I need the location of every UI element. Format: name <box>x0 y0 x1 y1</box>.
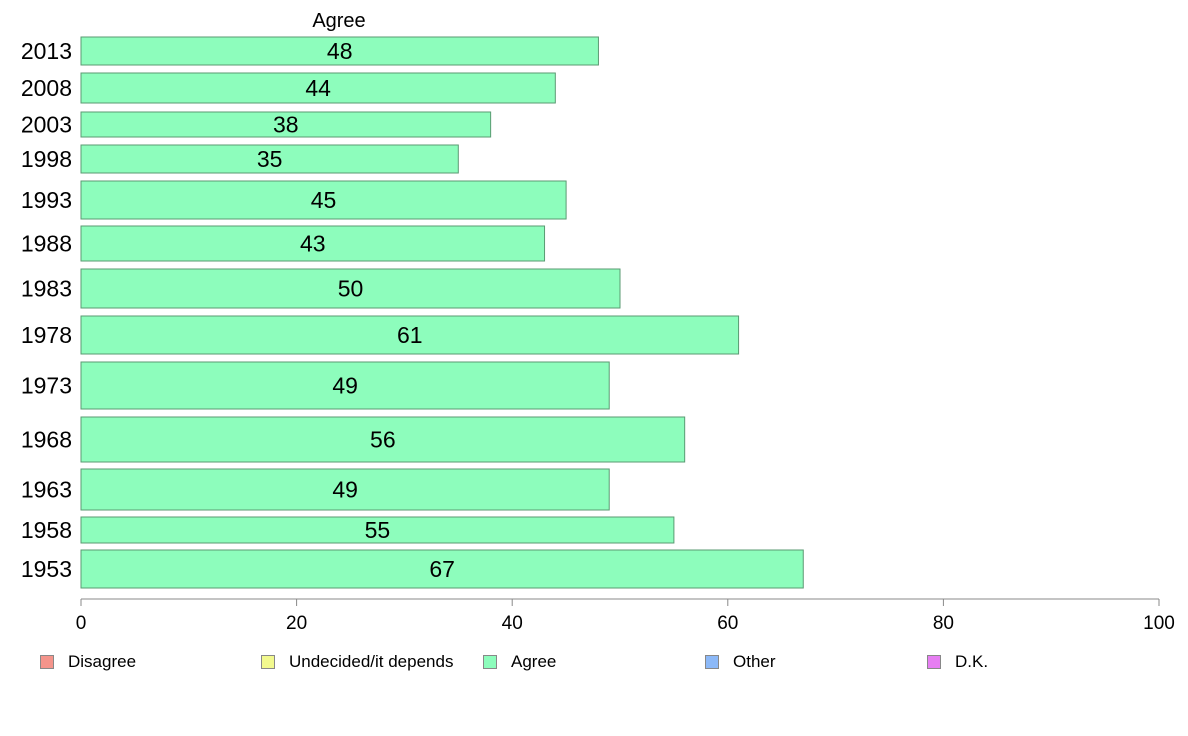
legend-label: Undecided/it depends <box>289 652 454 671</box>
data-label: 61 <box>397 322 423 348</box>
data-label: 49 <box>332 477 358 503</box>
bar-1968 <box>80 416 686 463</box>
x-tick-label: 60 <box>717 613 738 634</box>
y-tick-label: 1968 <box>21 427 72 453</box>
legend-swatch-agree <box>483 655 497 669</box>
bar-1958 <box>80 516 675 544</box>
data-label: 50 <box>338 276 364 302</box>
legend-swatch-other <box>705 655 719 669</box>
legend-item-disagree: Disagree <box>40 652 136 672</box>
y-tick-label: 1988 <box>21 231 72 257</box>
y-tick-label: 1978 <box>21 322 72 348</box>
data-label: 38 <box>273 112 299 138</box>
y-tick-label: 2003 <box>21 112 72 138</box>
legend-label: Other <box>733 652 776 671</box>
bar-2008 <box>80 72 556 104</box>
bar-1963 <box>80 468 610 511</box>
bar-1983 <box>80 268 621 309</box>
bar-1953 <box>80 549 804 589</box>
legend: Disagree Undecided/it depends Agree Othe… <box>0 652 1188 676</box>
data-label: 56 <box>370 427 396 453</box>
legend-swatch-disagree <box>40 655 54 669</box>
y-tick-label: 1973 <box>21 373 72 399</box>
data-label: 48 <box>327 38 353 64</box>
data-label: 55 <box>365 517 391 543</box>
y-tick-label: 2013 <box>21 38 72 64</box>
legend-label: D.K. <box>955 652 989 671</box>
y-tick-label: 1983 <box>21 276 72 302</box>
y-tick-label: 1953 <box>21 556 72 582</box>
legend-swatch-dk <box>927 655 941 669</box>
series-header-label: Agree <box>312 10 365 32</box>
legend-item-agree: Agree <box>483 652 556 672</box>
y-tick-label: 1993 <box>21 187 72 213</box>
x-tick-label: 0 <box>76 613 87 634</box>
data-label: 45 <box>311 187 337 213</box>
data-label: 49 <box>332 373 358 399</box>
data-label: 43 <box>300 231 326 257</box>
legend-label: Disagree <box>68 652 137 671</box>
y-tick-label: 1963 <box>21 477 72 503</box>
bar-1998 <box>80 144 459 174</box>
y-tick-label: 2008 <box>21 75 72 101</box>
legend-item-dk: D.K. <box>927 652 988 672</box>
y-tick-label: 1998 <box>21 146 72 172</box>
legend-swatch-undecided <box>261 655 275 669</box>
bar-1978 <box>80 315 740 355</box>
x-tick-label: 100 <box>1143 613 1175 634</box>
data-label: 35 <box>257 146 283 172</box>
legend-item-other: Other <box>705 652 776 672</box>
bar-1988 <box>80 225 546 262</box>
data-label: 44 <box>305 75 331 101</box>
data-label: 67 <box>429 556 455 582</box>
x-tick-label: 80 <box>933 613 954 634</box>
bar-1973 <box>80 361 610 410</box>
y-tick-label: 1958 <box>21 517 72 543</box>
legend-item-undecided: Undecided/it depends <box>261 652 453 672</box>
bar-1993 <box>80 180 567 220</box>
x-tick-label: 40 <box>502 613 523 634</box>
bar-chart: Agree 2013 48 2008 44 2003 38 1998 35 1993 45 1988… <box>21 10 1175 634</box>
legend-label: Agree <box>511 652 557 671</box>
x-tick-label: 20 <box>286 613 307 634</box>
bar-2003 <box>80 111 492 138</box>
bar-2013 <box>80 36 599 66</box>
